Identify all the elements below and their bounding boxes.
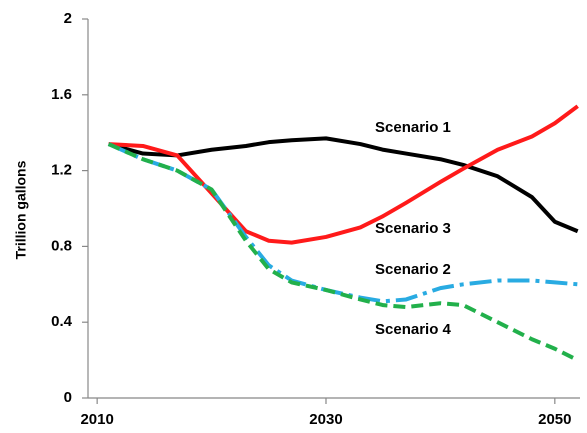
y-tick-label: 0.4 — [51, 313, 73, 330]
y-tick-label: 0.8 — [51, 237, 72, 254]
series-line — [107, 142, 579, 362]
x-tick-label: 2030 — [309, 411, 342, 428]
series-line — [108, 104, 579, 245]
series-label: Scenario 2 — [375, 261, 451, 278]
y-tick-label: 2 — [64, 10, 72, 27]
y-tick-label: 0 — [64, 389, 72, 406]
y-tick-label: 1.2 — [51, 162, 72, 179]
series-line — [108, 136, 579, 234]
x-tick-label: 2010 — [80, 411, 113, 428]
series-label: Scenario 3 — [375, 220, 451, 237]
series-line — [107, 142, 578, 304]
series-label: Scenario 1 — [375, 119, 451, 136]
series-label: Scenario 4 — [375, 321, 452, 338]
y-tick-label: 1.6 — [51, 86, 72, 103]
y-axis-label: Trillion gallons — [13, 160, 29, 259]
x-tick-label: 2050 — [538, 411, 571, 428]
